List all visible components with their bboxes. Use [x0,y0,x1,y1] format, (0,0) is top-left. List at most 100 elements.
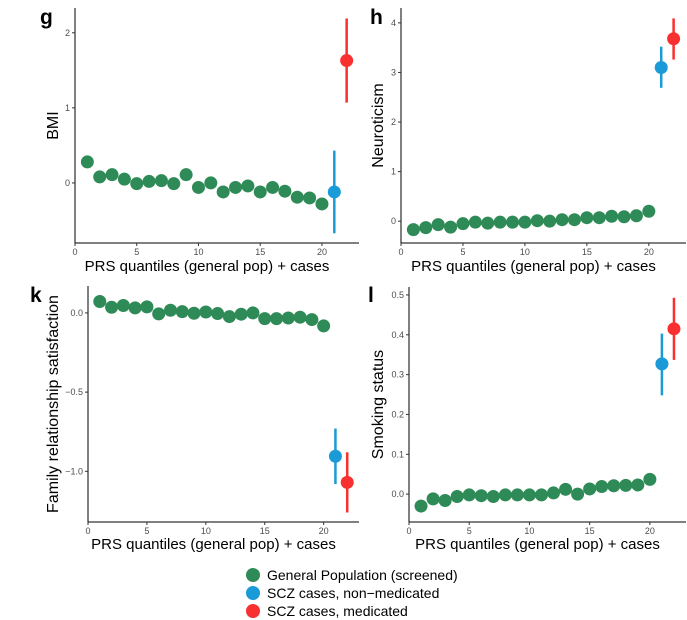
point-general [253,185,267,199]
legend-label: SCZ cases, non−medicated [267,585,440,601]
point-general [290,190,304,204]
point-general [444,220,458,234]
point-general [293,310,307,324]
point-medicated [667,32,681,46]
x-tick-label: 20 [317,247,327,257]
x-tick-label: 0 [72,247,77,257]
point-general [406,223,420,237]
point-general [105,168,119,182]
point-general [462,488,476,502]
y-axis-label-h: Neuroticism [370,83,387,167]
legend: General Population (screened) SCZ cases,… [246,566,458,620]
y-tick-label: 0 [65,178,70,188]
x-tick-label: 10 [193,247,203,257]
point-general [474,489,488,503]
point-general [105,300,119,314]
point-general [80,155,94,169]
point-general [438,493,452,507]
point-general [506,215,520,229]
legend-item-general: General Population (screened) [246,566,458,584]
point-general [547,486,561,500]
y-tick-label: 0 [391,216,396,226]
x-tick-label: 10 [201,526,211,536]
point-general [229,180,243,194]
point-general [117,172,131,186]
x-tick-label: 10 [520,247,530,257]
x-tick-label: 5 [134,247,139,257]
point-general [486,490,500,504]
point-general [315,197,329,211]
panel-letter-l: l [368,284,374,307]
x-axis-label-k: PRS quantiles (general pop) + cases [91,536,336,553]
point-general [617,210,631,224]
y-axis-label-l: Smoking status [370,350,387,459]
point-general [246,306,260,320]
point-general [567,213,581,227]
point-general [631,478,645,492]
point-general [130,177,144,191]
y-tick-label: −1.0 [65,466,83,476]
x-tick-label: 10 [524,526,534,536]
point-general [175,305,189,319]
y-tick-label: 2 [65,28,70,38]
point-general [93,170,107,184]
x-tick-label: 20 [319,526,329,536]
point-general [204,176,218,190]
point-nonmedicated [655,357,669,371]
point-general [241,179,255,193]
point-general [534,488,548,502]
y-tick-label: 4 [391,18,396,28]
point-general [498,488,512,502]
point-general [426,492,440,506]
point-general [234,307,248,321]
legend-item-medicated: SCZ cases, medicated [246,602,458,620]
point-general [167,177,181,191]
y-tick-label: 1 [65,103,70,113]
legend-label: SCZ cases, medicated [267,603,408,619]
point-nonmedicated [654,60,668,74]
point-general [592,211,606,225]
y-tick-label: 0.0 [70,308,83,318]
point-general [571,487,585,501]
x-tick-label: 0 [398,247,403,257]
point-general [154,174,168,188]
y-tick-label: 0.0 [391,489,404,499]
x-axis-label-g: PRS quantiles (general pop) + cases [85,258,330,275]
point-general [530,214,544,228]
x-axis-label-l: PRS quantiles (general pop) + cases [415,536,660,553]
point-general [163,303,177,317]
point-general [583,482,597,496]
y-tick-label: 3 [391,67,396,77]
y-tick-label: 0.4 [391,330,404,340]
point-general [142,174,156,188]
point-general [191,180,205,194]
point-general [258,312,272,326]
point-general [607,479,621,493]
y-tick-label: 2 [391,117,396,127]
point-general [559,482,573,496]
y-tick-label: 0.1 [391,449,404,459]
panel-letter-g: g [40,6,53,29]
point-general [281,311,295,325]
point-general [643,472,657,486]
legend-label: General Population (screened) [267,567,458,583]
point-general [522,488,536,502]
point-general [278,184,292,198]
point-general [222,310,236,324]
point-general [216,185,230,199]
x-tick-label: 15 [582,247,592,257]
x-tick-label: 0 [85,526,90,536]
x-tick-label: 5 [460,247,465,257]
point-general [555,213,569,227]
point-general [456,217,470,231]
point-medicated [340,475,354,489]
point-general [270,312,284,326]
point-general [187,306,201,320]
point-general [199,305,213,319]
point-general [303,191,317,205]
point-general [481,216,495,230]
x-tick-label: 20 [644,247,654,257]
panel-letter-k: k [30,284,42,307]
y-tick-label: 0.5 [391,290,404,300]
point-general [211,307,225,321]
